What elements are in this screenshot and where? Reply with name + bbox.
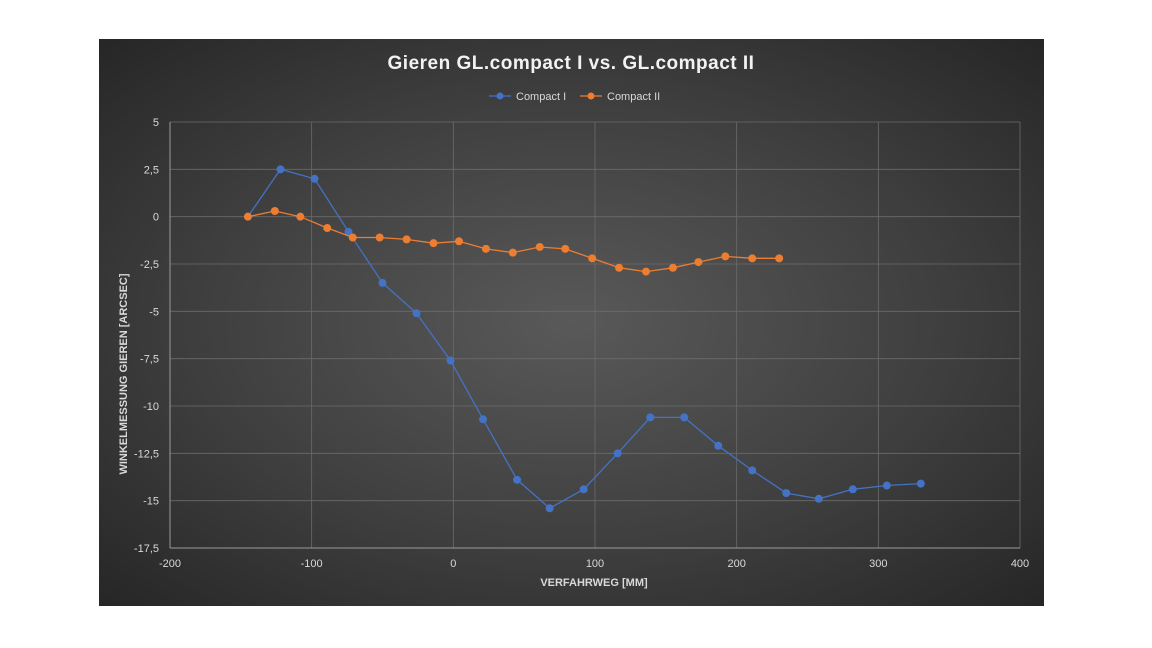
chart-title: Gieren GL.compact I vs. GL.compact II [388,53,755,74]
data-point [513,475,522,484]
data-point [375,233,384,242]
data-point [668,263,677,272]
chart-svg: Gieren GL.compact I vs. GL.compact II Co… [118,53,1029,589]
data-point [748,466,757,475]
x-tick-label: 300 [869,558,887,570]
series-layer [243,165,925,513]
data-point [402,235,411,244]
data-point [588,254,597,263]
data-point [323,224,332,233]
x-tick-label: 200 [727,558,745,570]
legend-marker [587,92,595,100]
x-tick-label: 0 [450,558,456,570]
data-point [613,449,622,458]
x-tick-label: 400 [1011,558,1029,570]
data-point [561,244,570,253]
y-tick-label: -12,5 [134,448,159,460]
data-point [642,267,650,276]
data-point [748,254,757,263]
y-tick-label: -15 [143,496,159,508]
grid [169,121,1021,549]
data-point [814,494,823,503]
legend-entry: Compact II [580,91,660,103]
data-point [535,242,544,251]
data-point [882,481,891,490]
y-tick-label: -10 [143,401,159,413]
data-point [545,504,554,513]
legend-entry: Compact I [489,91,566,103]
axes [169,122,1020,549]
data-point [455,237,463,246]
data-point [848,485,857,494]
data-point [479,415,488,424]
y-tick-label: 5 [153,117,159,129]
y-tick-label: -5 [149,306,159,318]
y-tick-label: -17,5 [134,543,159,555]
series-0 [243,165,925,513]
data-point [270,206,279,215]
legend-label: Compact II [607,91,660,103]
chart-panel: Gieren GL.compact I vs. GL.compact II Co… [99,39,1044,606]
data-point [694,258,703,267]
series-line [247,168,921,509]
y-axis-label: WINKELMESSUNG GIEREN [ARCSEC] [118,273,130,474]
y-tick-label: 0 [153,212,159,224]
data-point [782,489,791,498]
x-tick-label: 100 [586,558,604,570]
legend-marker [496,92,504,100]
data-point [916,479,925,488]
data-point [615,263,624,272]
data-point [412,309,421,318]
data-point [429,239,438,248]
data-point [276,165,285,174]
data-point [775,254,784,263]
data-point [344,227,353,236]
series-1 [243,206,784,276]
data-point [348,233,357,242]
x-tick-label: -200 [159,558,181,570]
x-axis-label: VERFAHRWEG [MM] [540,577,648,589]
x-tick-labels: -200 -100 0 100 200 300 400 [159,558,1029,570]
data-point [296,212,305,221]
y-tick-label: -7,5 [140,354,159,366]
data-point [378,278,387,287]
data-point [721,252,730,261]
data-point [481,244,490,253]
y-tick-label: -2,5 [140,259,159,271]
y-tick-labels: 5 2,5 0 -2,5 -5 -7,5 -10 -12,5 -15 -17,5 [134,117,159,555]
data-point [310,174,319,183]
data-point [508,248,517,257]
data-point [579,485,588,494]
legend: Compact I Compact II [489,91,660,103]
data-point [446,356,455,365]
data-point [714,441,723,450]
y-tick-label: 2,5 [144,164,159,176]
x-tick-label: -100 [301,558,323,570]
data-point [646,413,655,422]
data-point [680,413,689,422]
legend-label: Compact I [516,91,566,103]
data-point [243,212,252,221]
